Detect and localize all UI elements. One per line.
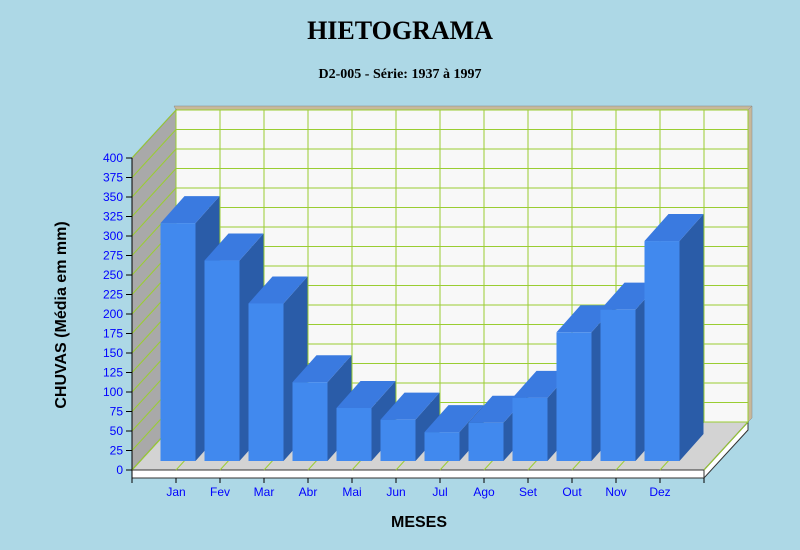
gridline-h-wall bbox=[131, 129, 177, 178]
chart-title: HIETOGRAMA bbox=[307, 16, 493, 45]
y-tick-label: 75 bbox=[110, 405, 124, 419]
back-wall-rim-right bbox=[747, 105, 753, 423]
bar-front bbox=[160, 223, 196, 461]
gridline-h-wall bbox=[131, 187, 177, 237]
bar-front bbox=[248, 303, 284, 461]
bar-top bbox=[160, 196, 220, 224]
x-tick-label: Jul bbox=[432, 485, 447, 499]
bar-front bbox=[336, 407, 372, 461]
y-tick-label: 125 bbox=[103, 366, 123, 380]
x-tick-label: Set bbox=[519, 485, 538, 499]
y-tick-label: 325 bbox=[103, 210, 123, 224]
bar-top bbox=[204, 233, 264, 261]
x-tick-label: Jun bbox=[386, 485, 405, 499]
chart-labels: 0 25 50 75 100 125 150 175 200 225 250 275 300 325 350… bbox=[103, 151, 671, 499]
bar-top bbox=[248, 276, 308, 304]
y-tick-label: 150 bbox=[103, 346, 123, 360]
gridline-h-wall bbox=[131, 109, 177, 159]
y-tick-label: 400 bbox=[103, 151, 123, 165]
bar-side bbox=[415, 392, 440, 461]
y-axis-title: CHUVAS (Média em mm) bbox=[53, 221, 70, 408]
bar-top bbox=[424, 405, 484, 433]
bar-front bbox=[600, 309, 636, 461]
y-tick-label: 350 bbox=[103, 190, 123, 204]
bar-top bbox=[644, 214, 704, 242]
chart-axes bbox=[126, 157, 705, 483]
x-tick-label: Dez bbox=[649, 485, 670, 499]
bar-front bbox=[468, 422, 504, 461]
bar-side bbox=[679, 214, 704, 461]
y-tick-label: 50 bbox=[110, 424, 124, 438]
y-tick-label: 275 bbox=[103, 249, 123, 263]
chart-subtitle: D2-005 - Série: 1937 à 1997 bbox=[318, 67, 482, 82]
x-tick-label: Out bbox=[562, 485, 582, 499]
x-tick-label: Fev bbox=[210, 485, 230, 499]
bar-jun bbox=[380, 392, 440, 461]
y-tick-label: 25 bbox=[110, 444, 124, 458]
gridline-h-wall bbox=[131, 168, 177, 217]
x-tick-label: Mar bbox=[254, 485, 275, 499]
x-tick-label: Ago bbox=[473, 485, 495, 499]
y-tick-label: 300 bbox=[103, 229, 123, 243]
gridline-v-floor bbox=[703, 421, 749, 471]
x-tick-label: Abr bbox=[299, 485, 318, 499]
bar-mar bbox=[248, 276, 308, 461]
bar-top bbox=[380, 392, 440, 420]
back-wall-rim bbox=[173, 105, 753, 111]
bar-top bbox=[292, 355, 352, 383]
y-tick-label: 225 bbox=[103, 288, 123, 302]
y-tick-label: 0 bbox=[116, 463, 123, 477]
floor-front bbox=[131, 469, 705, 479]
x-axis-title: MESES bbox=[391, 514, 447, 531]
y-tick-label: 250 bbox=[103, 268, 123, 282]
bar-front bbox=[556, 332, 592, 461]
y-tick-label: 175 bbox=[103, 327, 123, 341]
y-tick-label: 200 bbox=[103, 307, 123, 321]
y-tick-label: 100 bbox=[103, 385, 123, 399]
bar-top bbox=[336, 380, 396, 408]
y-tick-label: 375 bbox=[103, 171, 123, 185]
bar-dez bbox=[644, 214, 704, 461]
x-tick-label: Jan bbox=[166, 485, 185, 499]
bar-front bbox=[204, 260, 240, 461]
bar-front bbox=[512, 397, 548, 461]
bar-front bbox=[424, 432, 460, 461]
x-tick-label: Mai bbox=[342, 485, 361, 499]
bar-front bbox=[292, 382, 328, 461]
bar-front bbox=[380, 419, 416, 461]
x-tick-label: Nov bbox=[605, 485, 626, 499]
chart-bars bbox=[160, 196, 704, 461]
gridline-h-wall bbox=[131, 148, 177, 198]
bar-front bbox=[644, 241, 680, 461]
